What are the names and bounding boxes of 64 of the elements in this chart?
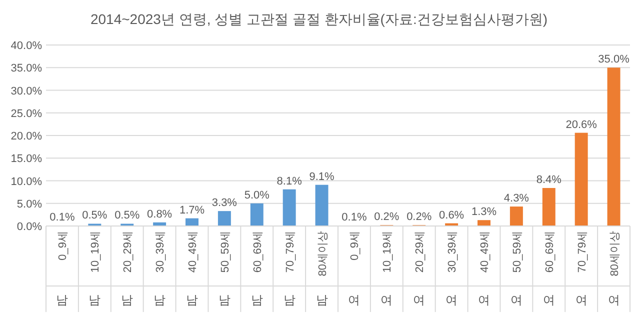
y-tick-label: 20.0% — [10, 130, 42, 142]
x-tick-label: 0_9세 — [57, 231, 70, 260]
x-tick-label: 60_69세 — [544, 231, 556, 273]
text: 남 — [283, 293, 296, 307]
x-tick-label: 0_9세 — [349, 231, 362, 260]
data-label: 0.1% — [342, 212, 367, 224]
data-label: 1.7% — [179, 204, 205, 216]
data-label: 4.3% — [504, 192, 530, 205]
text: 남 — [186, 293, 198, 307]
text: 여 — [575, 293, 588, 307]
x-tick-label: 60_69세 — [252, 231, 264, 273]
y-tick-label: 40.0% — [10, 40, 42, 52]
chart-title: 2014~2023년 연령, 성별 고관절 골절 환자비율(자료:건강보험심사평가원) — [90, 11, 548, 27]
x-tick-label: 50_59세 — [219, 231, 232, 273]
data-label: 0.6% — [439, 209, 464, 222]
x-tick-label: 20_29세 — [122, 231, 134, 273]
data-label: 0.5% — [82, 210, 108, 222]
x-tick-label: 10_19세 — [382, 231, 394, 273]
data-label: 5.0% — [244, 189, 270, 202]
text: 여 — [478, 293, 490, 307]
text: 남 — [250, 293, 263, 307]
y-tick-label: 35.0% — [10, 62, 42, 75]
data-label: 9.1% — [309, 170, 335, 183]
text: 남 — [218, 293, 230, 307]
x-tick-label: 70_79세 — [284, 231, 296, 273]
data-label: 0.2% — [406, 211, 432, 224]
data-label: 8.4% — [536, 174, 562, 186]
text: 남 — [121, 293, 134, 307]
x-tick-label: 50_59세 — [511, 231, 524, 273]
data-label: 0.1% — [50, 212, 75, 224]
y-tick-label: 15.0% — [10, 153, 42, 166]
x-tick-label: 40_49세 — [187, 231, 199, 273]
data-label: 0.8% — [147, 208, 172, 220]
text: 여 — [608, 293, 620, 307]
text: 남 — [316, 293, 328, 307]
data-label: 3.3% — [212, 197, 238, 210]
x-tick-label: 40_49세 — [479, 231, 491, 273]
x-tick-label: 70_79세 — [576, 231, 588, 273]
y-tick-label: 5.0% — [16, 198, 42, 210]
data-label: 35.0% — [598, 54, 630, 66]
text: 여 — [542, 293, 555, 307]
data-label: 20.6% — [566, 118, 598, 131]
data-label: 1.3% — [471, 206, 497, 218]
data-label: 0.5% — [114, 210, 140, 222]
x-tick-label: 30_39세 — [154, 231, 167, 273]
text: 여 — [446, 293, 458, 307]
x-tick-label: 80세이상 — [316, 231, 329, 276]
text: 남 — [56, 293, 68, 307]
x-tick-label: 20_29세 — [414, 231, 426, 273]
y-tick-label: 25.0% — [10, 108, 42, 120]
text: 여 — [348, 293, 360, 307]
text: 남 — [154, 293, 166, 307]
x-tick-label: 10_19세 — [90, 231, 102, 273]
y-tick-label: 30.0% — [10, 85, 42, 98]
y-tick-label: 10.0% — [10, 176, 42, 188]
x-tick-label: 80세이상 — [608, 231, 621, 276]
text: 여 — [510, 293, 522, 307]
data-label: 8.1% — [276, 175, 302, 188]
x-tick-label: 30_39세 — [446, 231, 459, 273]
text: 남 — [88, 293, 101, 307]
text: 여 — [413, 293, 426, 307]
y-tick-label: 0.0% — [16, 221, 42, 233]
text: 여 — [380, 293, 393, 307]
data-label: 0.2% — [374, 211, 400, 224]
